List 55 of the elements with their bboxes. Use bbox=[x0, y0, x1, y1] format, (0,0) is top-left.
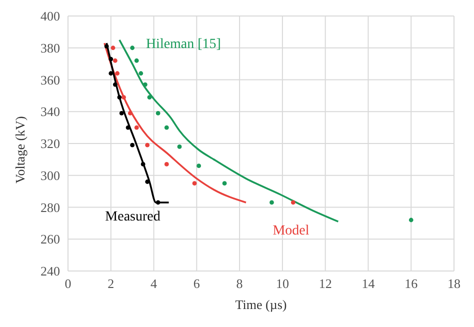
x-tick-label: 6 bbox=[193, 276, 200, 292]
y-axis-title: Voltage (kV) bbox=[12, 116, 28, 184]
point bbox=[122, 95, 126, 100]
point bbox=[134, 125, 139, 130]
y-tick-label: 320 bbox=[40, 136, 60, 152]
x-tick-label: 12 bbox=[318, 276, 332, 292]
point bbox=[134, 58, 139, 63]
y-tick-label: 300 bbox=[40, 168, 60, 183]
point bbox=[156, 111, 160, 116]
text: Model bbox=[272, 223, 310, 238]
point bbox=[108, 71, 114, 76]
x-tick-label: 2 bbox=[108, 276, 114, 292]
x-tick-label: 0 bbox=[64, 276, 72, 292]
point bbox=[130, 46, 135, 50]
y-tick-label: 360 bbox=[40, 72, 60, 88]
point bbox=[117, 95, 122, 100]
x-axis-title: Time (µs) bbox=[235, 297, 287, 312]
point bbox=[140, 162, 146, 166]
point bbox=[147, 95, 152, 100]
point bbox=[290, 200, 296, 205]
point bbox=[128, 111, 132, 116]
point bbox=[130, 142, 135, 148]
point bbox=[177, 144, 182, 149]
x-tick-label: 16 bbox=[404, 276, 418, 292]
point bbox=[156, 200, 160, 205]
y-tick-label: 280 bbox=[40, 200, 60, 215]
point bbox=[222, 181, 227, 186]
point bbox=[115, 71, 120, 76]
y-tick-label: 260 bbox=[40, 232, 60, 247]
y-tick-label: 340 bbox=[40, 104, 60, 120]
series-label: Measured bbox=[105, 209, 160, 224]
point bbox=[270, 200, 274, 205]
y-tick-label: 240 bbox=[40, 264, 60, 279]
point bbox=[192, 181, 197, 186]
x-tick-label: 14 bbox=[362, 276, 376, 292]
point bbox=[108, 56, 114, 62]
point bbox=[119, 111, 124, 116]
point bbox=[408, 218, 414, 222]
point bbox=[143, 82, 148, 87]
point bbox=[104, 44, 109, 48]
x-tick-label: 8 bbox=[236, 276, 243, 292]
point bbox=[112, 58, 118, 63]
x-tick-label: 4 bbox=[150, 276, 158, 292]
series-label: Hileman [15] bbox=[146, 36, 221, 52]
x-tick-label: 10 bbox=[276, 276, 289, 292]
y-tick-label: 380 bbox=[40, 40, 60, 56]
point bbox=[164, 125, 169, 130]
point bbox=[110, 46, 116, 50]
point bbox=[112, 82, 118, 87]
x-tick-label: 18 bbox=[448, 276, 460, 292]
point bbox=[145, 142, 150, 148]
point bbox=[164, 162, 169, 166]
y-tick-label: 400 bbox=[40, 8, 60, 24]
point bbox=[196, 164, 202, 168]
point bbox=[138, 71, 144, 76]
